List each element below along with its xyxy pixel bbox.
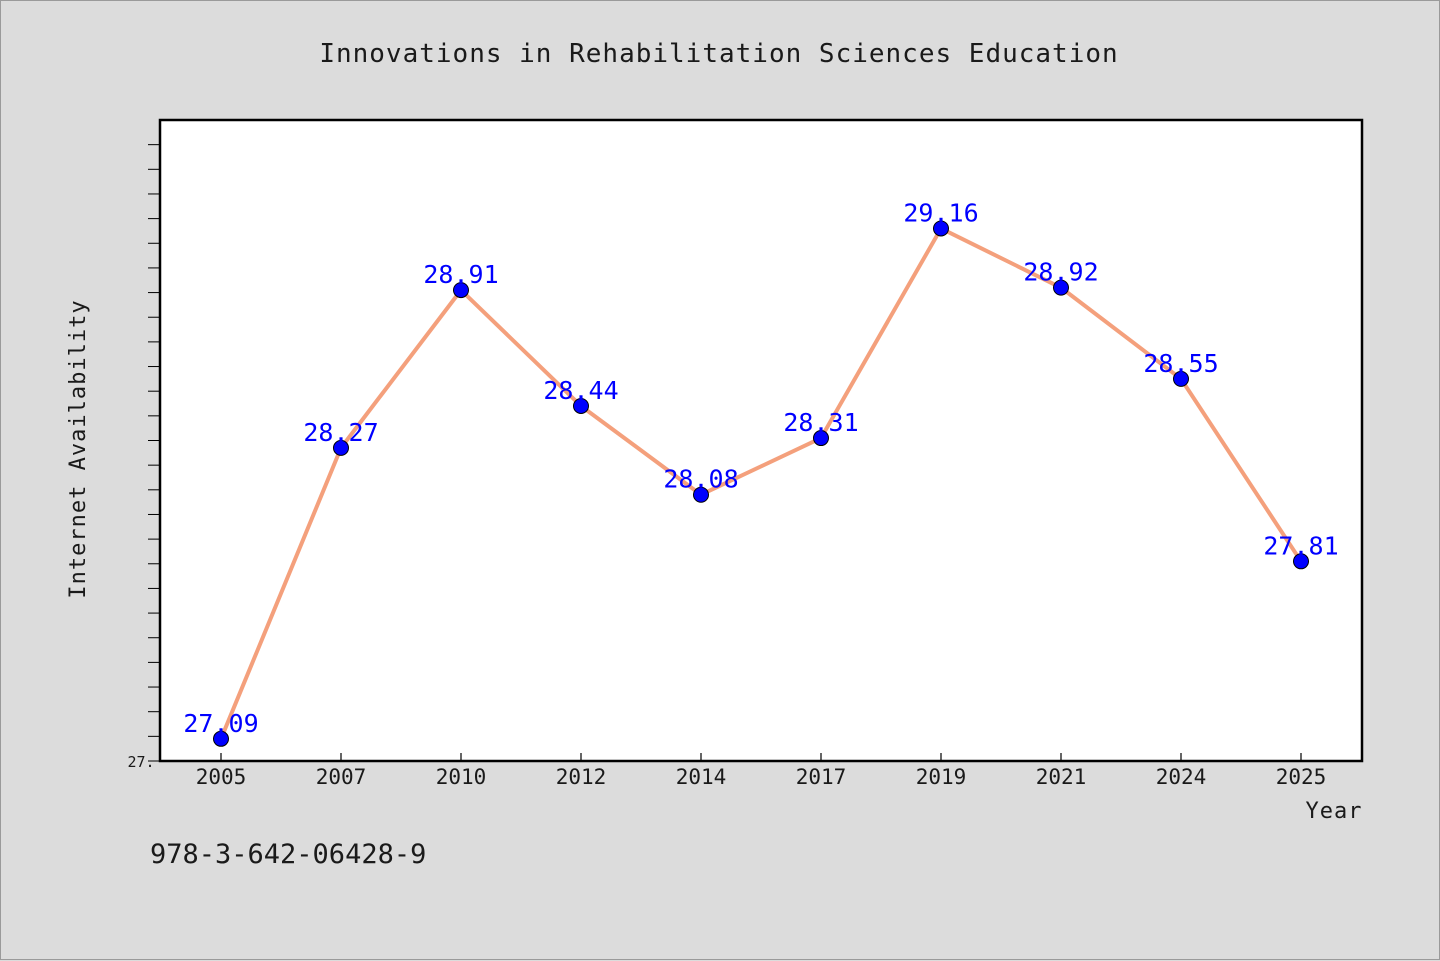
data-point [213,730,229,747]
data-point [693,486,709,503]
x-tick-label: 2019 [916,765,967,789]
data-label: 27.81 [1263,531,1338,560]
x-tick-label: 2007 [316,765,367,789]
x-tick-label: 2014 [676,765,727,789]
data-point [453,282,469,299]
x-axis-label: Year [1306,799,1363,824]
series-line [219,226,1303,740]
data-point [813,430,829,447]
data-label: 28.92 [1023,258,1098,287]
data-label: 27.09 [183,709,258,738]
plot-area [158,118,1364,763]
data-label: 28.91 [423,260,498,289]
x-tick-label: 2005 [196,765,247,789]
y-tick-label-min: 27. [127,753,154,771]
data-label: 28.44 [543,376,618,405]
x-tick-label: 2017 [796,765,847,789]
y-axis-ticks [148,144,159,762]
y-axis-label: Internet Availability [66,299,91,598]
x-axis: 2005 2007 2010 2012 2014 2017 2019 2021 2024 2025 [196,753,1327,789]
footer-code: 978-3-642-06428-9 [150,839,426,870]
data-label: 28.08 [663,465,738,494]
data-label: 28.55 [1143,349,1218,378]
x-tick-label: 2024 [1156,765,1207,789]
data-labels: 27.09 28.27 28.91 28.44 28.08 28.31 29.16 28.92… [183,198,1338,737]
data-point [1173,370,1189,387]
data-point [1293,553,1309,570]
x-tick-label: 2010 [436,765,487,789]
data-label: 28.31 [783,408,858,437]
data-markers [213,220,1309,747]
data-label: 29.16 [903,198,978,227]
x-tick-label: 2012 [556,765,607,789]
data-point [933,220,949,237]
data-label: 28.27 [303,418,378,447]
x-tick-label: 2025 [1276,765,1327,789]
data-point [1053,279,1069,296]
data-point [573,397,589,414]
x-tick-label: 2021 [1036,765,1087,789]
chart-title: Innovations in Rehabilitation Sciences E… [319,39,1118,69]
data-point [333,439,349,456]
